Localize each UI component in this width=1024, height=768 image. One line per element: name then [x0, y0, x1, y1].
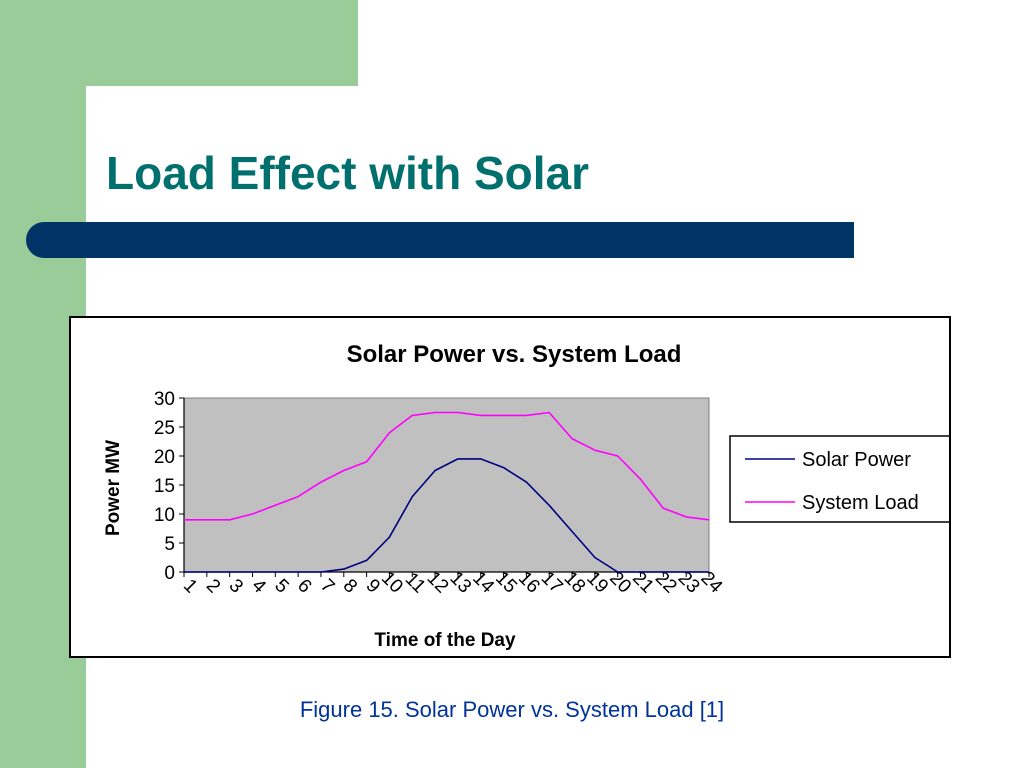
x-tick-label: 4 [247, 575, 270, 598]
x-tick-label: 3 [225, 575, 247, 597]
title-underline-bar [26, 222, 854, 258]
plot-area [183, 397, 710, 573]
slide-title: Load Effect with Solar [106, 147, 590, 199]
chart-title: Solar Power vs. System Load [347, 341, 682, 368]
y-axis: 0 5 10 15 20 25 30 [154, 389, 185, 584]
x-tick-label: 7 [316, 575, 338, 597]
figure-caption: Figure 15. Solar Power vs. System Load [… [299, 697, 725, 722]
x-tick-label: 5 [270, 575, 292, 597]
y-tick-label: 30 [154, 389, 175, 410]
legend: Solar Power System Load [729, 435, 949, 523]
y-tick-label: 20 [154, 447, 175, 468]
y-tick-label: 10 [154, 505, 175, 526]
y-tick-label: 5 [164, 534, 175, 555]
x-tick-label: 8 [339, 575, 361, 597]
x-tick-label: 1 [179, 575, 201, 597]
x-tick-label: 2 [202, 575, 224, 597]
series-lines [184, 411, 710, 573]
x-tick-label: 6 [293, 575, 315, 597]
series-line-system-load [184, 411, 710, 521]
line-chart: Solar Power vs. System Load 051015202530… [103, 341, 949, 651]
chart-frame: Solar Power vs. System Load 0 5 10 15 20 25 30… [69, 316, 951, 658]
y-tick-label: 15 [154, 476, 175, 497]
legend-box [729, 435, 949, 523]
y-tick-label: 0 [164, 563, 175, 584]
x-axis-label: Time of the Day [374, 630, 516, 651]
y-tick-label: 25 [154, 418, 175, 439]
y-axis-label: Power MW [103, 440, 124, 536]
legend-label: Solar Power [802, 449, 911, 471]
legend-label: System Load [802, 492, 919, 514]
series-line-solar-power [184, 458, 709, 573]
